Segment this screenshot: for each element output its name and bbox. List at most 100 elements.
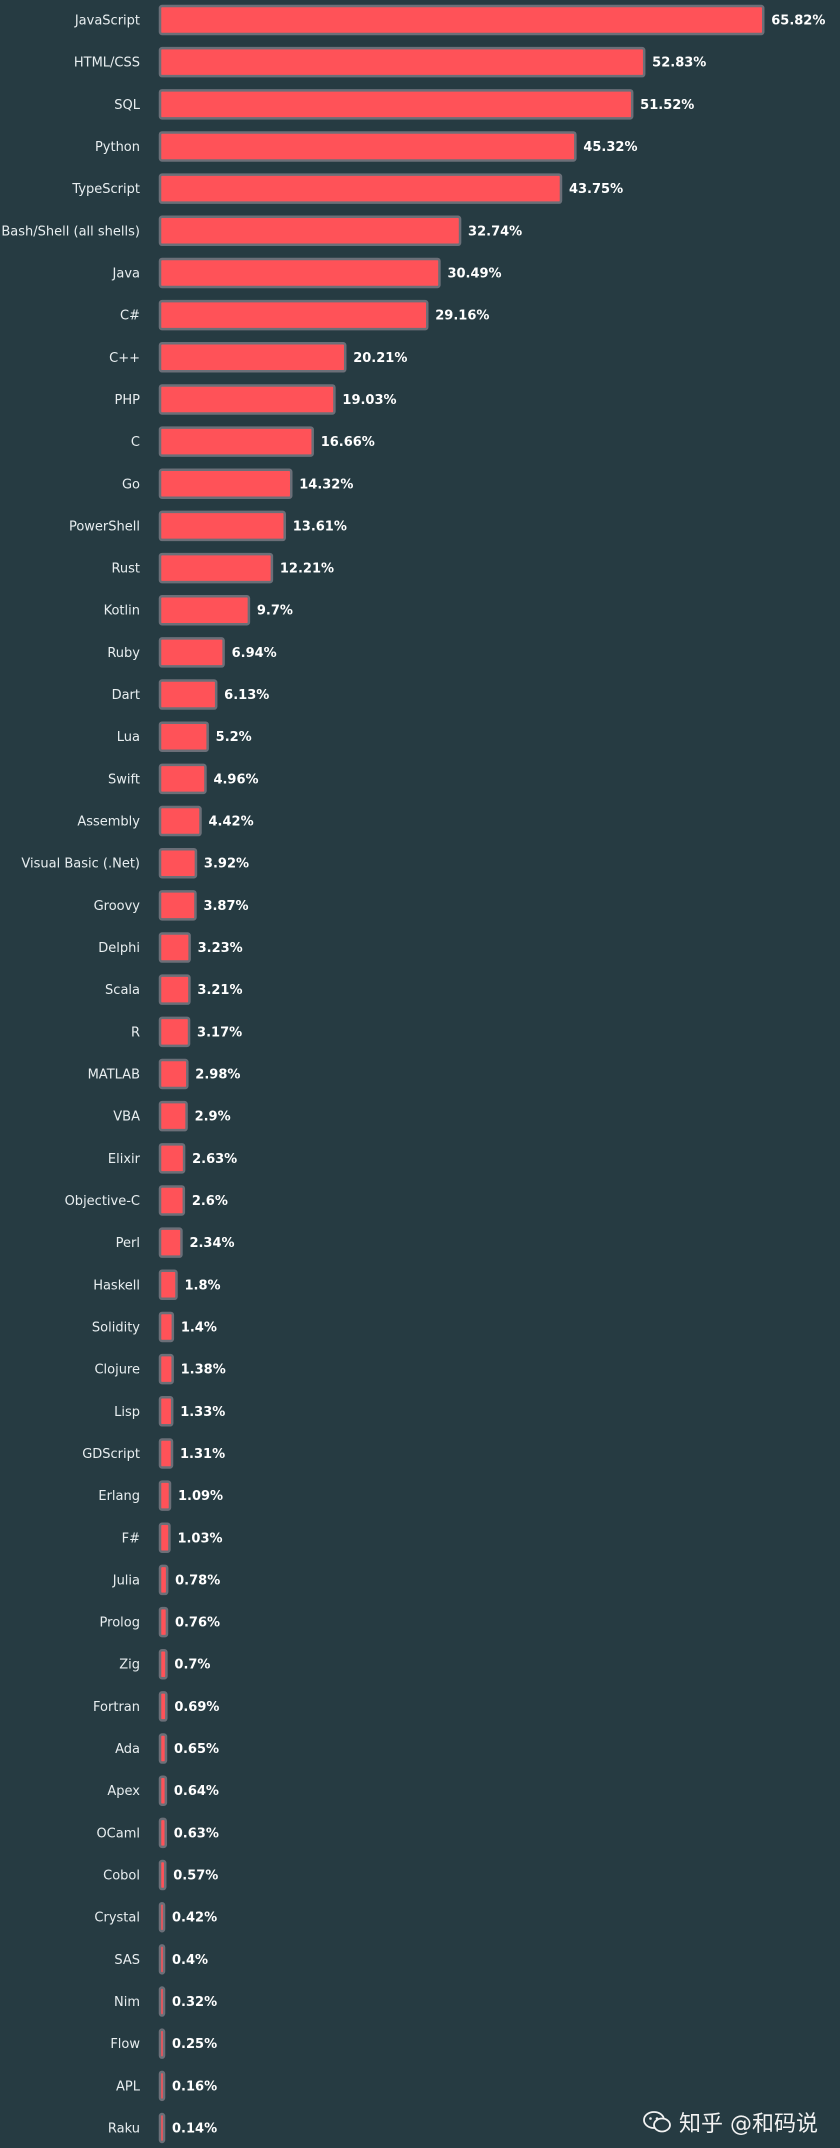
bar <box>158 1944 166 1975</box>
bar <box>158 468 293 500</box>
category-label: PHP <box>115 393 141 408</box>
bar <box>158 552 274 584</box>
category-label: Julia <box>112 1573 140 1588</box>
category-label: Lua <box>117 730 140 745</box>
category-label: Flow <box>110 2037 140 2052</box>
bar <box>158 173 563 204</box>
bar <box>158 2028 166 2059</box>
category-label: Groovy <box>94 899 141 914</box>
value-label: 12.21% <box>280 562 334 577</box>
bar <box>158 932 191 963</box>
value-label: 0.7% <box>174 1658 210 1673</box>
value-label: 4.42% <box>209 815 254 830</box>
value-label: 4.96% <box>213 772 258 787</box>
value-label: 0.64% <box>174 1784 219 1799</box>
bar <box>158 384 336 415</box>
category-label: Go <box>122 477 140 492</box>
value-label: 1.33% <box>180 1405 225 1420</box>
category-label: Swift <box>108 772 140 787</box>
bar <box>158 1901 166 1933</box>
category-label: Cobol <box>103 1869 140 1884</box>
value-label: 1.4% <box>181 1320 217 1335</box>
value-label: 5.2% <box>216 730 252 745</box>
bar <box>158 215 462 247</box>
value-label: 1.31% <box>180 1447 225 1462</box>
category-label: APL <box>116 2079 141 2094</box>
value-label: 52.83% <box>652 56 706 71</box>
category-label: Objective-C <box>65 1194 140 1209</box>
bar <box>158 890 197 921</box>
value-label: 9.7% <box>257 604 293 619</box>
value-label: 2.34% <box>189 1236 234 1251</box>
bar <box>158 131 577 162</box>
value-label: 30.49% <box>447 266 501 281</box>
value-label: 6.94% <box>232 646 277 661</box>
bar <box>158 257 441 289</box>
category-label: Visual Basic (.Net) <box>21 857 140 872</box>
value-label: 19.03% <box>342 393 396 408</box>
watermark: 知乎 @和码说 <box>643 2106 818 2138</box>
bar <box>158 299 429 331</box>
bar <box>158 1733 168 1764</box>
category-label: Kotlin <box>104 604 140 619</box>
category-label: Java <box>112 266 140 281</box>
value-label: 1.03% <box>177 1531 222 1546</box>
category-label: SAS <box>114 1953 140 1968</box>
bar <box>158 46 646 78</box>
value-label: 2.6% <box>192 1194 228 1209</box>
value-label: 0.63% <box>174 1826 219 1841</box>
bar <box>158 1986 166 2017</box>
category-label: C <box>131 435 140 450</box>
bar <box>158 1859 167 1891</box>
category-label: Bash/Shell (all shells) <box>1 224 140 239</box>
category-label: JavaScript <box>74 14 140 29</box>
value-label: 0.16% <box>172 2079 217 2094</box>
bar <box>158 1058 189 1090</box>
value-label: 1.38% <box>181 1363 226 1378</box>
bar <box>158 679 218 710</box>
bar <box>158 2070 166 2102</box>
bar <box>158 763 207 795</box>
value-label: 6.13% <box>224 688 269 703</box>
category-label: Assembly <box>77 815 140 830</box>
category-label: GDScript <box>82 1447 140 1462</box>
category-label: Erlang <box>98 1489 140 1504</box>
category-label: Python <box>95 140 140 155</box>
bar <box>158 1480 172 1511</box>
value-label: 3.17% <box>197 1025 242 1040</box>
category-label: Lisp <box>114 1405 140 1420</box>
value-label: 3.23% <box>198 941 243 956</box>
value-label: 1.09% <box>178 1489 223 1504</box>
category-label: Dart <box>112 688 140 703</box>
value-label: 0.69% <box>174 1700 219 1715</box>
category-label: TypeScript <box>71 182 140 197</box>
category-label: OCaml <box>96 1826 140 1841</box>
bar <box>158 1185 186 1216</box>
category-label: Elixir <box>108 1152 141 1167</box>
bar <box>158 510 286 542</box>
value-label: 0.4% <box>172 1953 208 1968</box>
value-label: 29.16% <box>435 309 489 324</box>
bar <box>158 1100 188 1132</box>
bar <box>158 1817 168 1849</box>
value-label: 20.21% <box>353 351 407 366</box>
value-label: 0.76% <box>175 1616 220 1631</box>
value-label: 65.82% <box>771 14 825 29</box>
value-label: 51.52% <box>640 98 694 113</box>
bar <box>158 974 191 1005</box>
category-label: Scala <box>105 983 140 998</box>
value-label: 1.8% <box>184 1278 220 1293</box>
value-label: 13.61% <box>293 519 347 534</box>
category-label: C++ <box>109 351 140 366</box>
value-label: 16.66% <box>321 435 375 450</box>
bar <box>158 1564 169 1596</box>
bar <box>158 1269 178 1301</box>
category-label: SQL <box>114 98 140 113</box>
category-label: F# <box>122 1531 140 1546</box>
category-label: R <box>131 1025 140 1040</box>
bar <box>158 847 198 879</box>
bar <box>158 1606 169 1638</box>
value-label: 32.74% <box>468 224 522 239</box>
category-label: Nim <box>114 1995 140 2010</box>
